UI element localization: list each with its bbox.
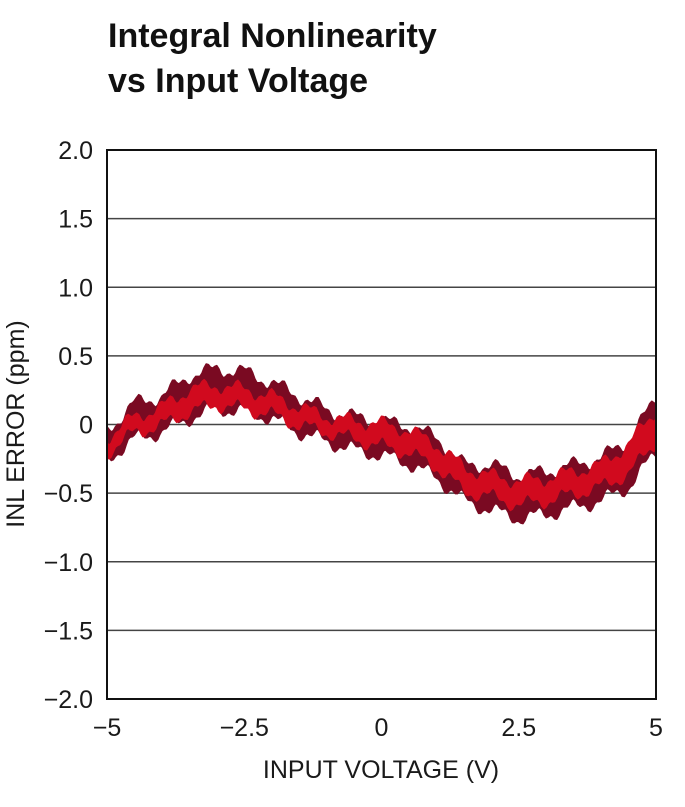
y-tick-label: 2.0 [58, 137, 93, 165]
y-axis-label: INL ERROR (ppm) [2, 320, 30, 527]
y-tick-label: −1.5 [44, 617, 93, 645]
y-tick-labels: 2.0 1.5 1.0 0.5 0 −0.5 −1.0 −1.5 −2.0 [44, 137, 93, 714]
x-tick-label: −2.5 [220, 714, 269, 742]
x-axis-label: INPUT VOLTAGE (V) [263, 756, 499, 784]
x-tick-label: −5 [93, 714, 122, 742]
gridlines [107, 217, 656, 632]
x-tick-labels: −5 −2.5 0 2.5 5 [93, 714, 663, 742]
y-tick-label: 0 [79, 412, 93, 440]
y-tick-label: 1.5 [58, 206, 93, 234]
chart-title-line-1: Integral Nonlinearity [108, 17, 437, 55]
chart-title-line-2: vs Input Voltage [108, 62, 368, 100]
x-tick-label: 5 [649, 714, 663, 742]
y-tick-label: −0.5 [44, 480, 93, 508]
x-tick-label: 2.5 [501, 714, 536, 742]
y-tick-label: −1.0 [44, 549, 93, 577]
y-tick-label: 1.0 [58, 274, 93, 302]
y-tick-label: −2.0 [44, 686, 93, 714]
plot-frame [106, 149, 657, 700]
y-tick-label: 0.5 [58, 343, 93, 371]
x-tick-label: 0 [375, 714, 389, 742]
